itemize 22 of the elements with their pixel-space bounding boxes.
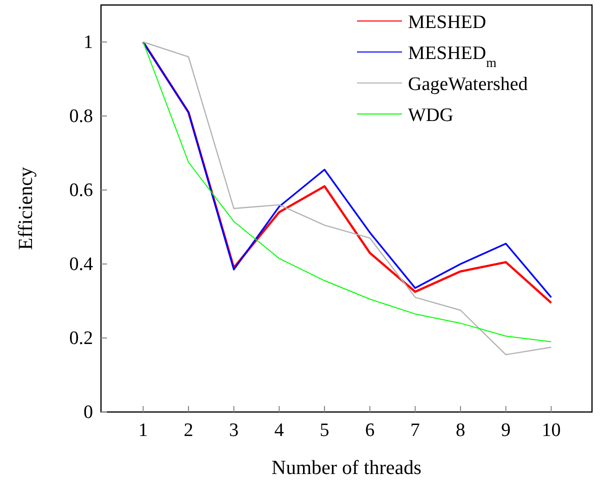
y-tick-label: 0.6 — [69, 180, 93, 201]
y-tick-label: 0 — [84, 402, 93, 423]
x-tick-label: 1 — [138, 420, 148, 441]
x-tick-label: 5 — [320, 420, 330, 441]
x-tick-label: 9 — [501, 420, 511, 441]
x-tick-label: 7 — [410, 420, 420, 441]
x-tick-label: 6 — [365, 420, 375, 441]
x-tick-label: 3 — [229, 420, 239, 441]
x-tick-label: 8 — [456, 420, 466, 441]
x-axis-title: Number of threads — [272, 457, 422, 479]
x-tick-label: 10 — [542, 420, 561, 441]
y-tick-label: 0.8 — [69, 106, 93, 127]
y-tick-label: 1 — [84, 32, 93, 53]
x-tick-label: 2 — [184, 420, 194, 441]
legend-label: MESHED — [408, 12, 486, 33]
y-axis-title: Efficiency — [15, 167, 37, 250]
y-tick-label: 0.2 — [69, 328, 93, 349]
legend-label: WDG — [408, 105, 454, 126]
y-tick-label: 0.4 — [69, 254, 94, 275]
x-tick-label: 4 — [274, 420, 284, 441]
legend-label: MESHED$_{m}$ — [408, 43, 498, 70]
legend-label: GageWatershed — [408, 74, 528, 95]
